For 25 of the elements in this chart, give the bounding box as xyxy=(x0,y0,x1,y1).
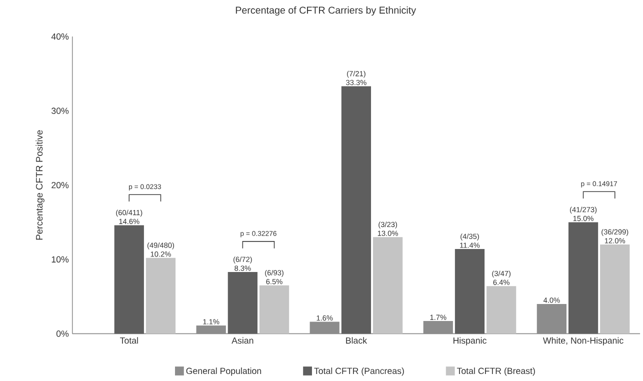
y-tick-label: 20% xyxy=(52,182,69,188)
x-tick-label: Asian xyxy=(232,337,254,344)
y-axis-title: Percentage CFTR Positive xyxy=(36,130,44,240)
x-tick-label: Hispanic xyxy=(453,337,486,346)
y-tick-label: 0% xyxy=(56,330,69,337)
bar xyxy=(228,272,258,334)
x-tick-label: White, Non-Hispanic xyxy=(542,337,624,346)
bar xyxy=(341,86,372,334)
bar xyxy=(146,258,176,334)
y-tick-label: 30% xyxy=(52,108,69,114)
x-tick-label: Black xyxy=(346,337,368,344)
y-tick-label: 40% xyxy=(51,33,69,40)
bar xyxy=(600,244,630,334)
legend-label: General Population xyxy=(186,368,262,376)
legend-label: Total CFTR (Pancreas) xyxy=(314,368,404,376)
bar xyxy=(372,237,403,334)
chart-title: Percentage of CFTR Carriers by Ethnicity xyxy=(236,6,416,16)
x-tick-label: Total xyxy=(120,337,138,344)
bar xyxy=(454,248,485,334)
bar xyxy=(259,285,290,334)
bar xyxy=(486,286,516,334)
bar xyxy=(568,222,598,334)
y-tick-label: 10% xyxy=(52,256,69,263)
bar xyxy=(114,225,144,334)
legend-label: Total CFTR (Breast) xyxy=(456,368,535,376)
